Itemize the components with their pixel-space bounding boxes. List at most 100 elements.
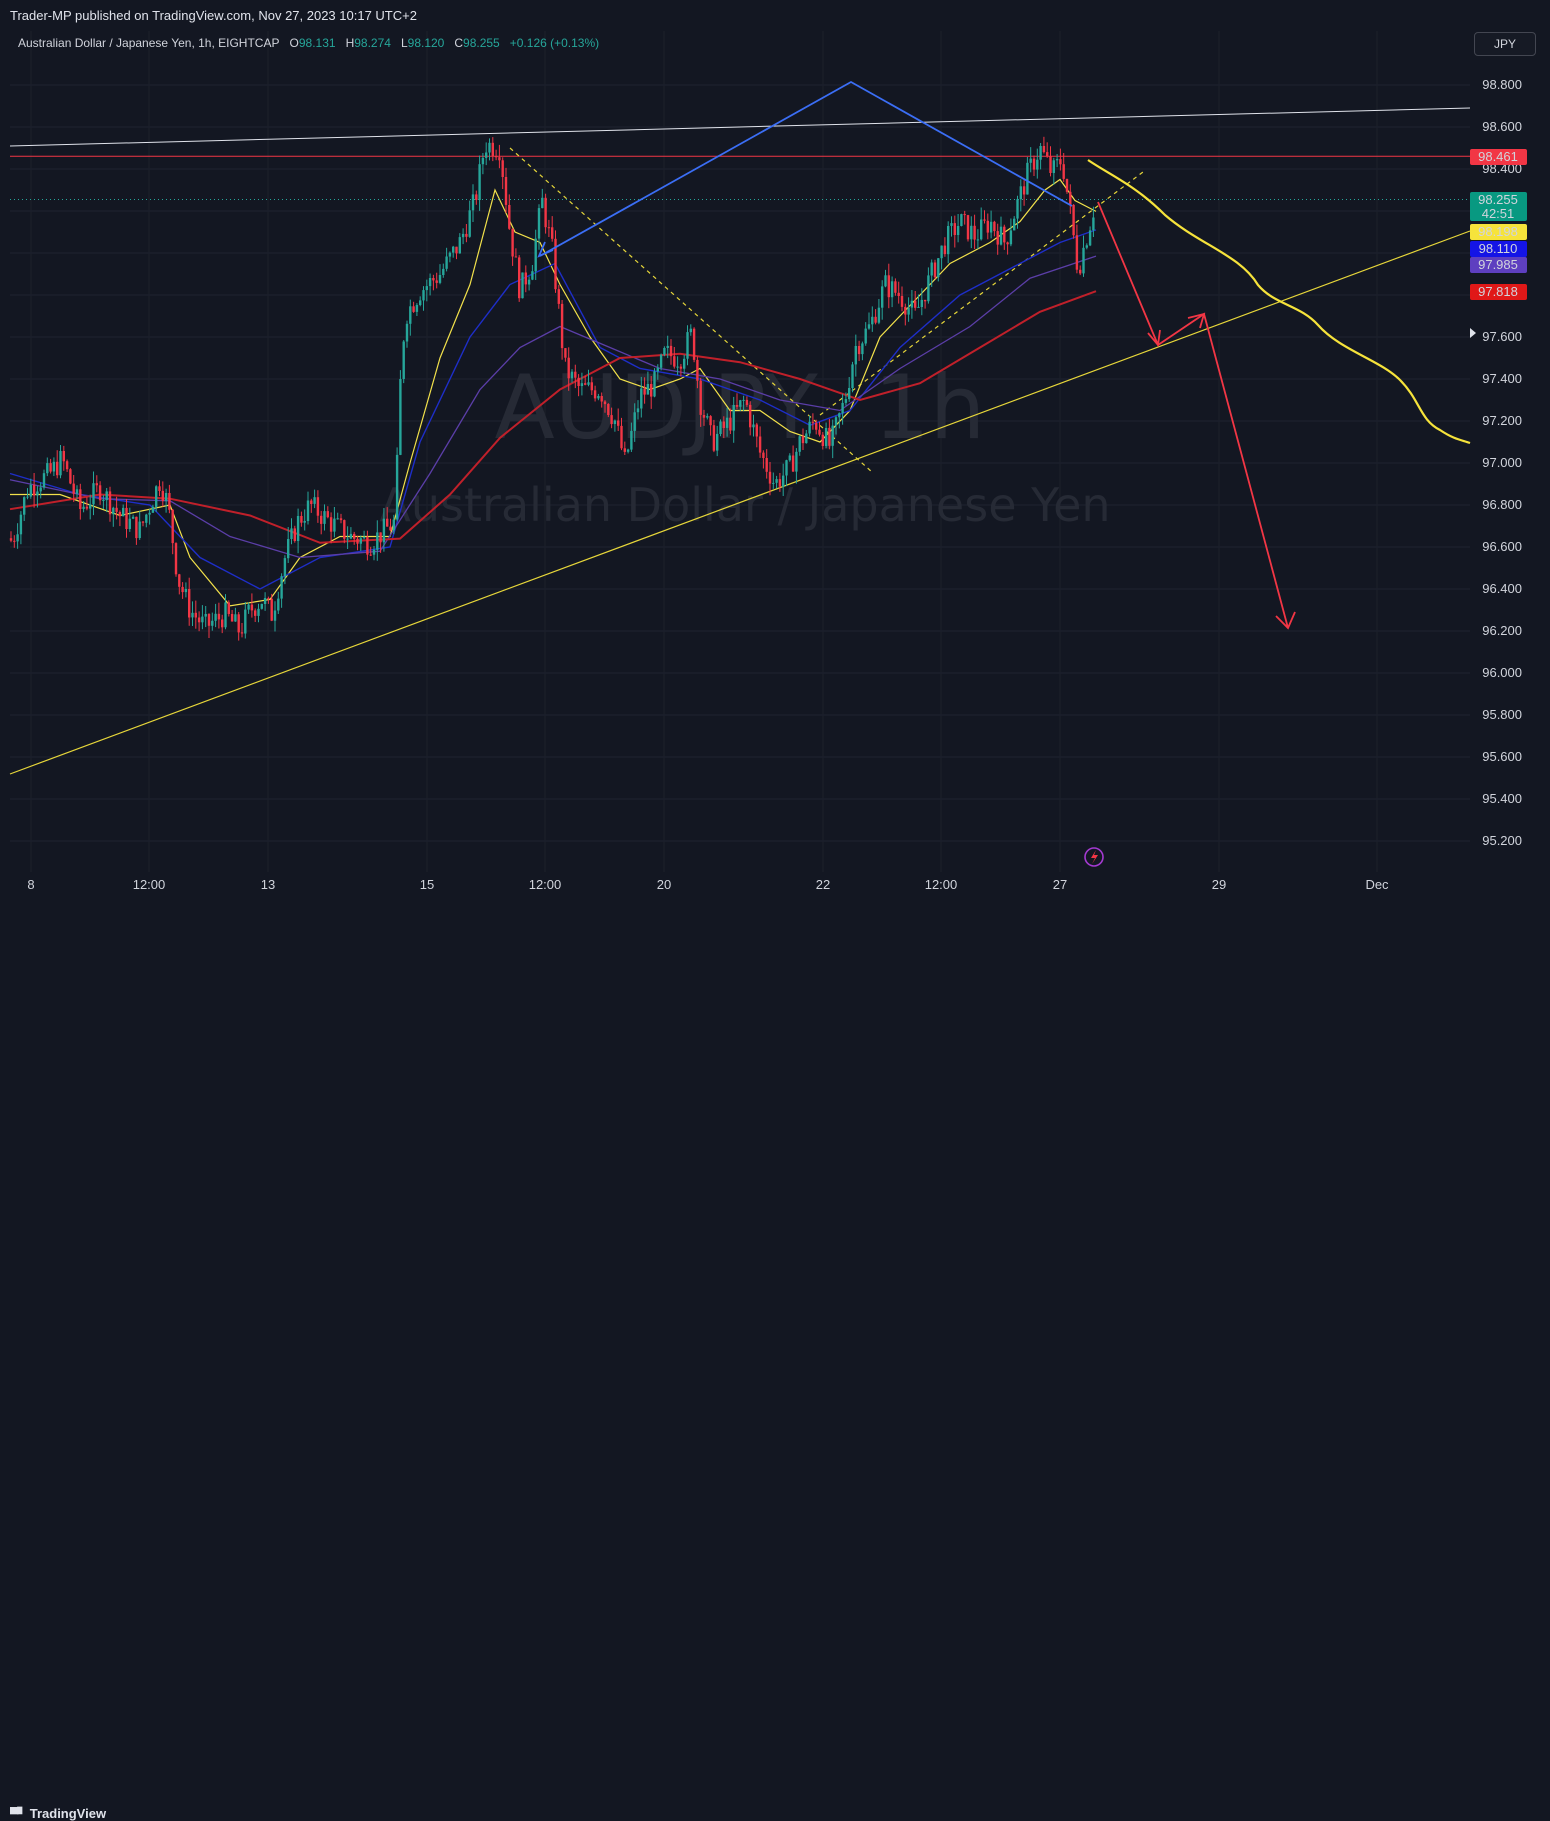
ema-fast-line — [10, 178, 1097, 607]
candle — [910, 300, 914, 308]
dashed-trendline[interactable] — [819, 171, 1144, 416]
change-value: +0.126 (+0.13%) — [509, 36, 600, 50]
candle — [221, 619, 224, 628]
candle — [831, 425, 834, 446]
price-label-box — [1470, 192, 1527, 221]
ema-slow-line — [9, 255, 1097, 559]
candle — [689, 328, 692, 333]
candle — [653, 371, 656, 397]
candle — [336, 518, 339, 520]
candle — [917, 306, 920, 308]
candle — [811, 421, 815, 423]
candle — [768, 471, 772, 484]
y-tick-label: 96.800 — [1482, 497, 1522, 512]
candle — [976, 239, 980, 241]
candle — [772, 482, 775, 484]
y-tick-label: 96.400 — [1482, 581, 1522, 596]
candle — [867, 324, 871, 329]
candle — [636, 408, 640, 413]
candle — [531, 271, 534, 280]
candle — [937, 258, 940, 278]
channel-line[interactable] — [9, 107, 1471, 147]
y-tick-label: 98.600 — [1482, 119, 1522, 134]
candle — [686, 332, 689, 359]
projection-curve[interactable] — [1087, 159, 1471, 445]
candle — [1079, 269, 1082, 274]
support-trendline[interactable] — [9, 230, 1471, 775]
candle — [890, 281, 894, 298]
candle — [953, 223, 956, 235]
footer-bar: ▀▘ TradingView — [0, 898, 1550, 1821]
candle — [590, 382, 593, 391]
candle — [656, 367, 659, 372]
candle — [607, 404, 610, 415]
candle — [775, 479, 778, 483]
candle — [702, 415, 706, 418]
candle — [1032, 158, 1036, 170]
pattern-lines[interactable] — [539, 80, 1073, 257]
candle — [92, 483, 95, 505]
candle — [514, 256, 518, 258]
candle — [141, 521, 145, 523]
candle — [194, 612, 197, 618]
candle — [323, 511, 326, 524]
candle — [290, 528, 293, 539]
candle — [148, 512, 151, 515]
open-value: 98.131 — [298, 36, 336, 50]
forecast-arrowhead — [1275, 611, 1296, 630]
candle — [735, 405, 739, 407]
candle — [188, 589, 191, 618]
candle — [36, 491, 39, 496]
candle — [663, 348, 666, 355]
symbol-legend[interactable]: Australian Dollar / Japanese Yen, 1h, EI… — [18, 36, 599, 50]
forecast-arrow-path[interactable] — [1097, 201, 1289, 629]
y-tick-label: 98.800 — [1482, 77, 1522, 92]
candle — [379, 532, 382, 543]
candle — [900, 296, 904, 307]
currency-button[interactable]: JPY — [1474, 32, 1536, 56]
candle — [989, 221, 993, 233]
candle — [640, 388, 643, 409]
candle — [19, 514, 23, 535]
candle — [399, 379, 402, 455]
candle — [841, 402, 844, 414]
candle — [455, 246, 458, 254]
candle — [897, 292, 900, 296]
chart-svg[interactable]: AUDJPY, 1h Australian Dollar / Japanese … — [0, 0, 1550, 933]
candle — [240, 632, 244, 634]
forecast-arrowhead — [1187, 312, 1206, 329]
candle — [234, 614, 237, 622]
candle — [135, 516, 138, 539]
y-tick-label: 97.400 — [1482, 371, 1522, 386]
candle — [227, 602, 230, 614]
candle — [376, 532, 379, 550]
candle — [676, 366, 679, 368]
candle — [894, 281, 897, 293]
candle — [950, 223, 953, 226]
candle — [1036, 159, 1039, 170]
candle — [795, 451, 798, 472]
candle — [570, 371, 574, 379]
candle — [818, 429, 821, 435]
candle — [1062, 164, 1065, 179]
candle — [854, 346, 857, 365]
candle — [887, 275, 890, 298]
candle — [782, 475, 785, 487]
y-tick-label: 97.200 — [1482, 413, 1522, 428]
candle — [920, 299, 923, 307]
candle — [580, 383, 584, 386]
lightning-icon[interactable] — [1084, 847, 1104, 867]
symbol-name: Australian Dollar / Japanese Yen, 1h, EI… — [18, 36, 280, 50]
candle — [207, 614, 211, 626]
tradingview-logo[interactable]: ▀▘ TradingView — [10, 1806, 106, 1821]
candle — [732, 405, 735, 431]
candle — [422, 290, 425, 301]
candle — [630, 430, 633, 450]
candle — [577, 377, 580, 386]
candle — [108, 491, 112, 515]
candle — [313, 497, 316, 504]
candle — [1092, 217, 1095, 231]
x-tick-label: 27 — [1053, 877, 1067, 892]
price-label: 98.110 — [1479, 241, 1518, 256]
dashed-trendline[interactable] — [509, 147, 873, 473]
